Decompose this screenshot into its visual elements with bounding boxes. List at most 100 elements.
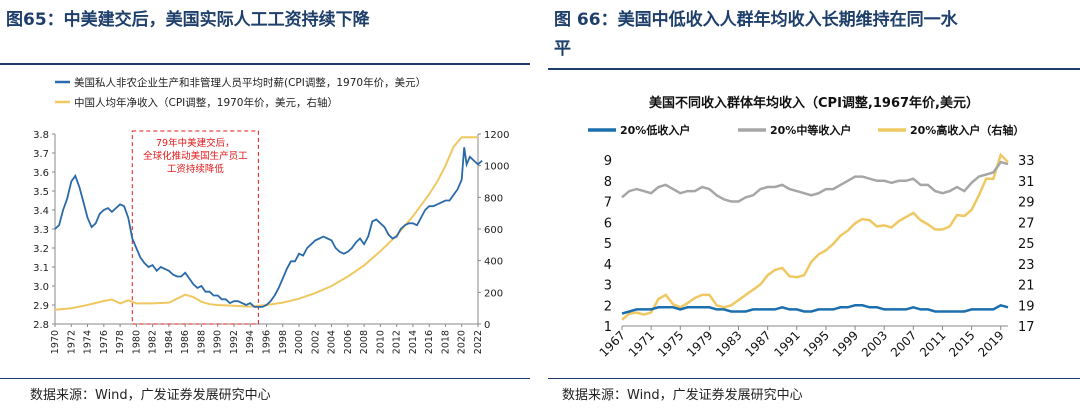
annotation-text-line: 工资持续降低: [167, 163, 225, 175]
right-y-tick-label: 19: [1018, 299, 1035, 314]
left-figure-title: 图65：中美建交后，美国实际人工工资持续下降: [6, 10, 370, 30]
x-tick-label: 1982: [148, 330, 159, 354]
series-line-high-income: [621, 152, 1009, 321]
x-tick-label: 1975: [655, 328, 686, 359]
right-bottom-rule: [548, 378, 1080, 379]
x-tick-label: 1995: [801, 328, 832, 359]
left-y-tick-label: 6: [604, 216, 612, 231]
series-line-us-wage: [54, 147, 483, 308]
left-y-tick-label: 3.5: [33, 187, 49, 198]
right-y-tick-label: 17: [1018, 320, 1035, 335]
x-tick-label: 2010: [375, 330, 386, 354]
x-tick-label: 2020: [457, 330, 468, 354]
left-y-tick-label: 2.8: [33, 320, 49, 331]
right-figure-title: 图 66：美国中低收入人群年均收入长期维持在同一水 平: [554, 6, 958, 64]
x-tick-label: 2015: [946, 328, 977, 359]
legend-label: 20%高收入户（右轴）: [910, 123, 1024, 137]
right-source-note: 数据来源：Wind，广发证券发展研究中心: [562, 388, 803, 403]
left-y-tick-label: 9: [604, 154, 612, 169]
x-tick-label: 1978: [115, 330, 126, 354]
series-line-middle-income: [621, 160, 1009, 203]
left-y-tick-label: 3.0: [33, 282, 49, 293]
x-tick-label: 1971: [626, 328, 657, 359]
left-y-tick-label: 3.3: [33, 225, 49, 236]
left-y-tick-label: 7: [604, 196, 612, 211]
x-tick-label: 2007: [888, 328, 919, 359]
legend-label: 20%低收入户: [620, 123, 690, 137]
right-y-tick-label: 29: [1018, 196, 1035, 211]
right-y-tick-label: 200: [484, 288, 503, 299]
chart-title: 美国不同收入群体年均收入（CPI调整,1967年价,美元）: [649, 95, 979, 111]
left-y-tick-label: 3.8: [33, 130, 49, 141]
x-tick-label: 2003: [859, 328, 890, 359]
left-y-tick-label: 3.2: [33, 244, 49, 255]
x-tick-label: 1999: [830, 328, 861, 359]
x-tick-label: 2006: [343, 330, 354, 354]
x-tick-label: 1988: [196, 330, 207, 354]
right-figure-title-line2: 平: [554, 39, 571, 59]
x-tick-label: 1992: [229, 330, 240, 354]
right-y-tick-label: 0: [484, 320, 490, 331]
left-y-tick-label: 4: [604, 258, 612, 273]
left-y-tick-label: 3.4: [33, 206, 49, 217]
right-y-tick-label: 23: [1018, 258, 1035, 273]
left-y-tick-label: 1: [604, 320, 612, 335]
right-y-tick-label: 21: [1018, 279, 1035, 294]
left-y-tick-label: 3.7: [33, 149, 49, 160]
right-y-tick-label: 27: [1018, 216, 1035, 231]
right-y-tick-label: 800: [484, 193, 503, 204]
annotation-text-line: 79年中美建交后，: [156, 137, 235, 149]
x-tick-label: 1976: [99, 330, 110, 354]
left-chart: 美国私人非农企业生产和非管理人员平均时薪(CPI调整，1970年价，美元） 中国人…: [33, 76, 509, 354]
x-tick-label: 2000: [294, 330, 305, 354]
x-tick-label: 1979: [684, 328, 715, 359]
annotation-text-line: 全球化推动美国生产员工: [143, 150, 248, 162]
x-tick-label: 1991: [771, 328, 802, 359]
right-figure-panel: 图 66：美国中低收入人群年均收入长期维持在同一水 平 美国不同收入群体年均收入…: [548, 0, 1080, 410]
x-tick-label: 2002: [310, 330, 321, 354]
x-tick-label: 1984: [164, 330, 175, 354]
left-y-tick-label: 3: [604, 279, 612, 294]
x-tick-label: 1998: [278, 330, 289, 354]
x-tick-label: 1970: [50, 330, 61, 354]
legend-label: 20%中等收入户: [770, 123, 851, 137]
left-source-note: 数据来源：Wind，广发证券发展研究中心: [30, 388, 271, 403]
x-tick-label: 2008: [359, 330, 370, 354]
x-tick-label: 2016: [424, 330, 435, 354]
annotation-box: [131, 130, 259, 325]
legend-label-cn-income: 中国人均年净收入（CPI调整，1970年价，美元，右轴）: [74, 96, 338, 109]
x-tick-label: 1990: [213, 330, 224, 354]
left-y-tick-label: 5: [604, 237, 612, 252]
right-y-tick-label: 1000: [484, 162, 509, 173]
x-tick-label: 1974: [83, 330, 94, 354]
left-y-tick-label: 2.9: [33, 301, 49, 312]
right-figure-title-line1: 图 66：美国中低收入人群年均收入长期维持在同一水: [554, 10, 958, 30]
left-bottom-rule: [0, 378, 530, 379]
x-tick-label: 1996: [262, 330, 273, 354]
x-tick-label: 2004: [327, 330, 338, 354]
left-figure-panel: 图65：中美建交后，美国实际人工工资持续下降 美国私人非农企业生产和非管理人员平…: [0, 0, 530, 410]
left-y-tick-label: 2: [604, 299, 612, 314]
x-tick-label: 1967: [597, 328, 628, 359]
x-tick-label: 1980: [131, 330, 142, 354]
right-y-tick-label: 33: [1018, 154, 1035, 169]
x-tick-label: 2014: [408, 330, 419, 354]
x-tick-label: 2018: [440, 330, 451, 354]
x-tick-label: 1994: [245, 330, 256, 354]
right-chart: 美国不同收入群体年均收入（CPI调整,1967年价,美元） 20%低收入户 20%中…: [588, 95, 1035, 360]
left-y-tick-label: 3.1: [33, 263, 49, 274]
left-title-rule: [0, 63, 530, 65]
x-tick-label: 2022: [473, 330, 484, 354]
x-tick-label: 2011: [917, 328, 948, 359]
right-y-tick-label: 600: [484, 225, 503, 236]
right-y-tick-label: 31: [1018, 175, 1035, 190]
right-y-tick-label: 1200: [484, 130, 509, 141]
x-tick-label: 1987: [742, 328, 773, 359]
series-line-low-income: [621, 303, 1009, 315]
x-tick-label: 2012: [392, 330, 403, 354]
right-y-tick-label: 400: [484, 257, 503, 268]
x-tick-label: 1983: [713, 328, 744, 359]
left-y-tick-label: 3.6: [33, 168, 49, 179]
right-y-tick-label: 25: [1018, 237, 1035, 252]
x-tick-label: 1972: [66, 330, 77, 354]
